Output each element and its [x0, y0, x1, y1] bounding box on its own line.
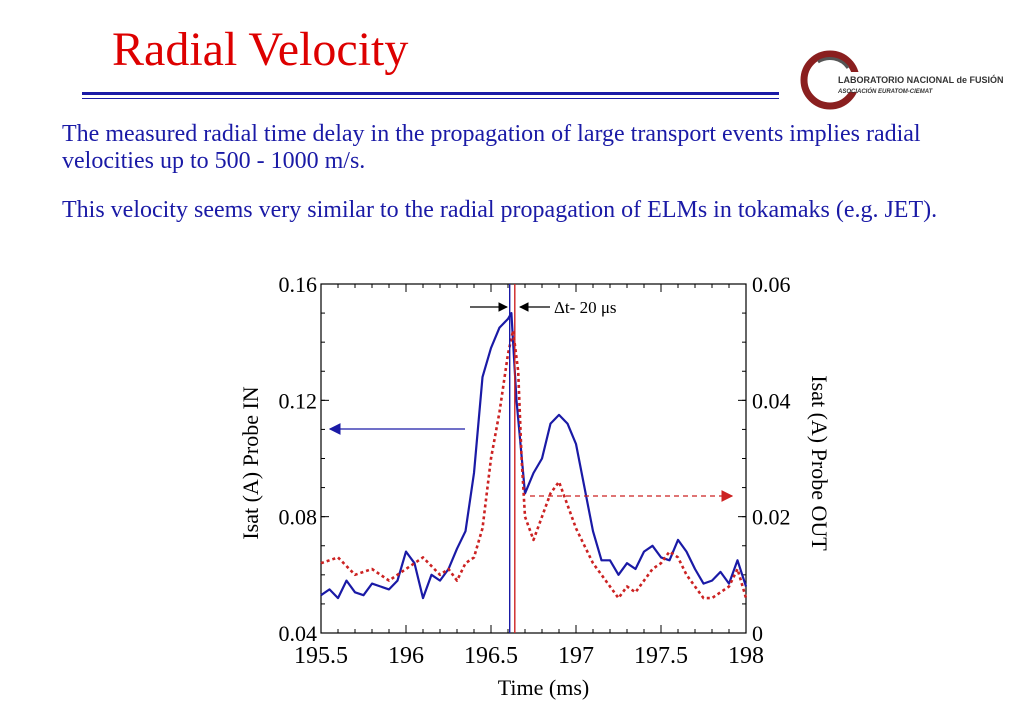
logo-line1: LABORATORIO NACIONAL de FUSIÓN — [838, 74, 1004, 85]
x-tick-label: 197.5 — [634, 643, 688, 669]
y-left-tick-label: 0.16 — [279, 272, 318, 297]
title-rule-thick — [82, 92, 779, 95]
slide-title: Radial Velocity — [112, 23, 409, 76]
x-tick-label: 196.5 — [464, 643, 518, 669]
y-right-tick-label: 0.02 — [752, 505, 791, 530]
y-right-tick-label: 0 — [752, 621, 763, 646]
y-left-tick-label: 0.12 — [279, 388, 318, 413]
x-tick-label: 195.5 — [294, 643, 348, 669]
y-right-axis-label: Isat (A) Probe OUT — [807, 375, 832, 551]
x-tick-label: 196 — [388, 643, 424, 669]
y-left-tick-label: 0.08 — [279, 505, 318, 530]
x-tick-label: 197 — [558, 643, 594, 669]
x-tick-label: 198 — [728, 643, 764, 669]
logo-line2: ASOCIACIÓN EURATOM-CIEMAT — [837, 88, 934, 95]
paragraph-2: This velocity seems very similar to the … — [62, 197, 938, 223]
x-axis-label: Time (ms) — [498, 675, 589, 700]
y-right-tick-label: 0.06 — [752, 272, 791, 297]
paragraph-1: The measured radial time delay in the pr… — [62, 121, 921, 174]
institution-logo: LABORATORIO NACIONAL de FUSIÓN ASOCIACIÓ… — [800, 50, 1014, 110]
y-right-tick-label: 0.04 — [752, 388, 791, 413]
y-left-axis-label: Isat (A) Probe IN — [238, 386, 263, 539]
plot-frame — [320, 283, 747, 634]
delta-t-annotation: Δt- 20 μs — [554, 298, 617, 317]
y-left-tick-label: 0.04 — [279, 621, 318, 646]
series-probe-in-line — [320, 312, 748, 600]
title-rule-thin — [82, 98, 779, 99]
series-probe-out-line — [320, 329, 748, 600]
